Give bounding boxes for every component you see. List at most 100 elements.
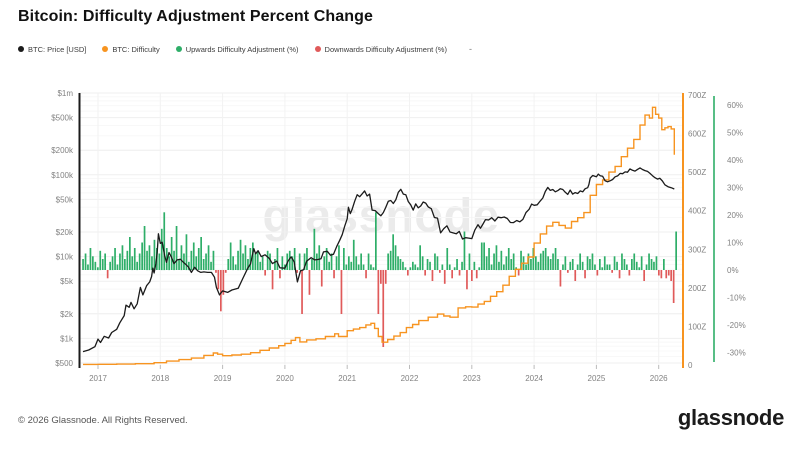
downward-adjustment-bar [517,270,520,276]
downward-adjustment-bar [559,270,562,287]
downward-adjustment-bar [618,270,621,279]
upward-adjustment-bar [345,264,348,270]
difficulty-line [83,106,675,366]
x-axis-tick: 2020 [276,374,294,383]
downward-adjustment-bar [271,270,274,290]
downward-adjustment-bar [279,270,281,279]
upward-adjustment-bar [151,256,153,271]
legend-item-difficulty[interactable]: BTC: Difficulty [102,45,160,54]
pct-axis-tick: 20% [727,211,743,220]
upward-adjustment-bar [409,267,412,271]
legend-item-downwards-adjustment[interactable]: Downwards Difficulty Adjustment (%) [314,45,447,54]
downward-adjustment-bar [340,270,343,314]
upward-adjustment-bar [325,248,328,270]
upward-adjustment-bar [569,261,572,271]
upward-adjustment-bar [412,261,414,271]
price-axis-tick: $1k [60,334,74,343]
upward-adjustment-bar [136,261,138,271]
copyright-text: © 2026 Glassnode. All Rights Reserved. [18,415,188,426]
upward-adjustment-bar [303,253,306,270]
upward-adjustment-bar [461,261,463,271]
downward-adjustment-bar [215,270,217,273]
upward-adjustment-bar [441,264,444,270]
upward-adjustment-bar [328,261,330,271]
upward-adjustment-bar [626,264,628,270]
upwards-series-dot-icon [175,46,182,52]
downwards-series-dot-icon [314,46,321,52]
downward-adjustment-bar [224,270,227,273]
upward-adjustment-bar [456,259,458,270]
legend-overflow-dash[interactable]: - [468,44,472,54]
downward-adjustment-bar [377,270,380,314]
upward-adjustment-bar [350,261,353,271]
upward-adjustment-bar [650,259,653,270]
downward-adjustment-bar [628,270,631,276]
upward-adjustment-bar [621,253,623,270]
downward-adjustment-bar [382,270,385,347]
legend-item-price[interactable]: BTC: Price [USD] [18,45,86,54]
upward-adjustment-bar [606,264,609,270]
difficulty-axis-tick: 600Z [688,130,706,139]
upward-adjustment-bar [109,261,111,271]
upward-adjustment-bar [402,261,404,271]
upward-adjustment-bar [488,248,490,270]
upward-adjustment-bar [323,256,326,271]
upward-adjustment-bar [232,256,234,271]
downward-adjustment-bar [458,270,461,276]
upward-adjustment-bar [554,248,557,270]
downward-adjustment-bar [611,270,613,273]
upward-adjustment-bar [227,259,230,270]
difficulty-adjustment-chart[interactable]: $1m $500k $200k $100k $50k $20k $10k $5k $2k $1k $… [0,0,800,400]
downward-adjustment-bar [596,270,599,276]
upward-adjustment-bar [234,264,237,270]
upward-adjustment-bar [158,253,161,270]
pct-axis-tick: 0% [727,266,739,275]
upward-adjustment-bar [520,250,522,271]
upward-adjustment-bar [453,267,456,271]
x-axis-tick: 2023 [463,374,481,383]
price-axis-tick: $50k [56,195,74,204]
x-axis-tick: 2025 [588,374,606,383]
upward-adjustment-bar [648,253,650,270]
downward-adjustment-bar [296,270,298,273]
upward-adjustment-bar [542,250,545,271]
upward-adjustment-bar [552,253,554,270]
upward-adjustment-bar [298,253,301,270]
upward-adjustment-bar [571,259,574,270]
downward-adjustment-bar [217,270,220,290]
upward-adjustment-bar [586,256,589,271]
upward-adjustment-bar [372,267,375,271]
upward-adjustment-bar [633,253,636,270]
upward-adjustment-bar [185,234,188,271]
upward-adjustment-bar [562,264,564,270]
upward-adjustment-bar [195,256,198,271]
upward-adjustment-bar [205,253,207,270]
pct-axis-tick: 40% [727,156,743,165]
price-axis-tick: $500k [51,114,74,123]
x-axis-tick: 2018 [151,374,169,383]
upward-adjustment-bar [126,250,129,271]
upward-adjustment-bar [446,248,449,270]
legend-label: BTC: Price [USD] [28,44,87,54]
upward-adjustment-bar [387,253,389,270]
upward-adjustment-bar [111,256,114,271]
chart-legend: BTC: Price [USD] BTC: Difficulty Upwards… [18,44,472,54]
price-series-dot-icon [18,46,24,52]
legend-item-upwards-adjustment[interactable]: Upwards Difficulty Adjustment (%) [175,45,299,54]
upward-adjustment-bar [360,253,362,270]
upward-adjustment-bar [160,228,163,271]
upward-adjustment-bar [242,253,244,270]
upward-adjustment-bar [254,253,257,270]
x-axis-tick: 2026 [650,374,668,383]
pct-axis-tick: 60% [727,101,743,110]
upward-adjustment-bar [163,212,166,271]
upward-adjustment-bar [89,248,92,270]
upward-adjustment-bar [178,259,180,270]
upward-adjustment-bar [557,259,559,270]
pct-axis-tick: -20% [727,321,746,330]
upward-adjustment-bar [352,239,355,271]
upward-adjustment-bar [421,256,424,271]
upward-adjustment-bar [599,259,601,270]
upward-adjustment-bar [143,226,146,270]
upward-adjustment-bar [495,245,498,271]
